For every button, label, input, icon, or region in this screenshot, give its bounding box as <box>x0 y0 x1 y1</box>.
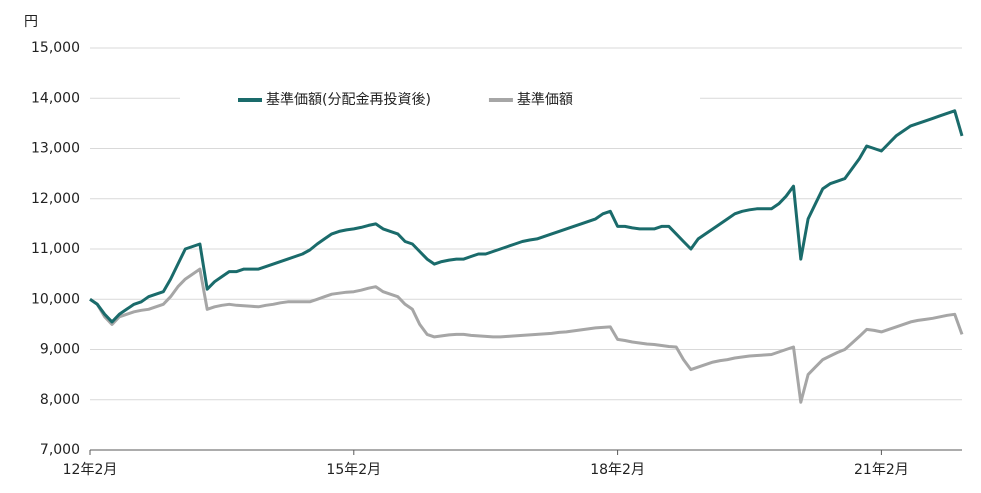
y-tick-label: 9,000 <box>40 342 80 358</box>
y-tick-label: 8,000 <box>40 392 80 408</box>
x-tick-label: 21年2月 <box>854 462 909 478</box>
y-tick-label: 10,000 <box>31 291 80 307</box>
legend-label: 基準価額 <box>517 91 573 108</box>
x-tick-label: 12年2月 <box>63 462 118 478</box>
y-tick-label: 11,000 <box>31 241 80 257</box>
x-tick-label: 18年2月 <box>590 462 645 478</box>
legend-label: 基準価額(分配金再投資後) <box>266 91 431 108</box>
legend: 基準価額(分配金再投資後) 基準価額 <box>180 88 700 112</box>
y-tick-label: 12,000 <box>31 191 80 207</box>
line-series <box>89 109 964 324</box>
y-tick-label: 15,000 <box>31 40 80 56</box>
y-tick-label: 13,000 <box>31 141 80 157</box>
legend-bg <box>180 88 700 112</box>
x-tick-label: 15年2月 <box>326 462 381 478</box>
y-tick-label: 7,000 <box>40 442 80 458</box>
y-tick-label: 14,000 <box>31 90 80 106</box>
line-series <box>89 267 964 404</box>
y-unit: 円 <box>24 14 38 30</box>
